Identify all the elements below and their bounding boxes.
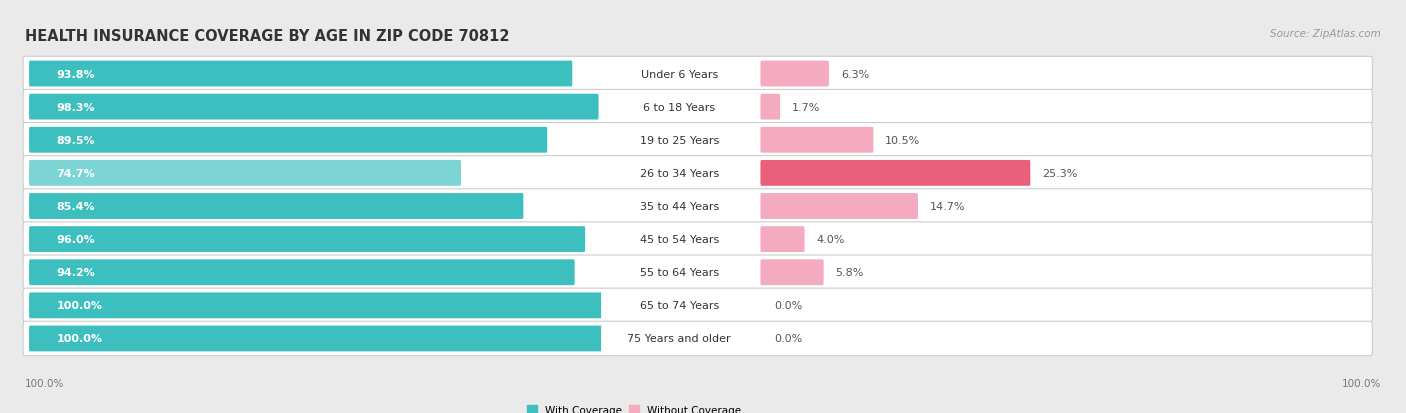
- FancyBboxPatch shape: [600, 93, 758, 121]
- FancyBboxPatch shape: [600, 126, 758, 154]
- FancyBboxPatch shape: [761, 260, 824, 285]
- FancyBboxPatch shape: [600, 192, 758, 221]
- Text: 6.3%: 6.3%: [841, 69, 869, 79]
- Legend: With Coverage, Without Coverage: With Coverage, Without Coverage: [527, 405, 741, 413]
- Text: 89.5%: 89.5%: [56, 135, 96, 145]
- Text: HEALTH INSURANCE COVERAGE BY AGE IN ZIP CODE 70812: HEALTH INSURANCE COVERAGE BY AGE IN ZIP …: [25, 29, 510, 44]
- FancyBboxPatch shape: [761, 161, 1031, 186]
- FancyBboxPatch shape: [30, 194, 523, 219]
- Text: 1.7%: 1.7%: [792, 102, 821, 112]
- FancyBboxPatch shape: [600, 60, 758, 88]
- Text: 35 to 44 Years: 35 to 44 Years: [640, 202, 718, 211]
- Text: 4.0%: 4.0%: [817, 235, 845, 244]
- FancyBboxPatch shape: [30, 326, 609, 351]
- FancyBboxPatch shape: [600, 292, 758, 320]
- FancyBboxPatch shape: [22, 156, 1372, 191]
- Text: Under 6 Years: Under 6 Years: [641, 69, 718, 79]
- Text: 75 Years and older: 75 Years and older: [627, 334, 731, 344]
- FancyBboxPatch shape: [22, 90, 1372, 125]
- Text: 94.2%: 94.2%: [56, 268, 96, 278]
- FancyBboxPatch shape: [30, 128, 547, 153]
- Text: 55 to 64 Years: 55 to 64 Years: [640, 268, 718, 278]
- FancyBboxPatch shape: [22, 321, 1372, 356]
- Text: 85.4%: 85.4%: [56, 202, 96, 211]
- FancyBboxPatch shape: [600, 159, 758, 188]
- Text: 93.8%: 93.8%: [56, 69, 96, 79]
- Text: 74.7%: 74.7%: [56, 169, 96, 178]
- Text: 100.0%: 100.0%: [56, 301, 103, 311]
- FancyBboxPatch shape: [600, 325, 758, 353]
- FancyBboxPatch shape: [30, 227, 585, 252]
- FancyBboxPatch shape: [30, 62, 572, 87]
- Text: 25.3%: 25.3%: [1042, 169, 1077, 178]
- Text: 14.7%: 14.7%: [929, 202, 966, 211]
- Text: 100.0%: 100.0%: [56, 334, 103, 344]
- FancyBboxPatch shape: [30, 95, 599, 120]
- FancyBboxPatch shape: [600, 225, 758, 254]
- FancyBboxPatch shape: [761, 227, 804, 252]
- Text: 5.8%: 5.8%: [835, 268, 863, 278]
- Text: Source: ZipAtlas.com: Source: ZipAtlas.com: [1270, 29, 1381, 39]
- Text: 98.3%: 98.3%: [56, 102, 96, 112]
- FancyBboxPatch shape: [30, 260, 575, 285]
- FancyBboxPatch shape: [22, 189, 1372, 224]
- FancyBboxPatch shape: [761, 62, 830, 87]
- Text: 10.5%: 10.5%: [886, 135, 921, 145]
- Text: 100.0%: 100.0%: [25, 378, 65, 388]
- Text: 0.0%: 0.0%: [775, 301, 803, 311]
- FancyBboxPatch shape: [761, 128, 873, 153]
- FancyBboxPatch shape: [22, 222, 1372, 257]
- FancyBboxPatch shape: [22, 123, 1372, 158]
- FancyBboxPatch shape: [22, 57, 1372, 92]
- FancyBboxPatch shape: [30, 293, 609, 318]
- FancyBboxPatch shape: [761, 95, 780, 120]
- Text: 0.0%: 0.0%: [775, 334, 803, 344]
- FancyBboxPatch shape: [761, 194, 918, 219]
- Text: 45 to 54 Years: 45 to 54 Years: [640, 235, 718, 244]
- Text: 96.0%: 96.0%: [56, 235, 96, 244]
- FancyBboxPatch shape: [600, 259, 758, 287]
- FancyBboxPatch shape: [22, 288, 1372, 323]
- Text: 100.0%: 100.0%: [1341, 378, 1381, 388]
- Text: 26 to 34 Years: 26 to 34 Years: [640, 169, 718, 178]
- FancyBboxPatch shape: [22, 255, 1372, 290]
- Text: 65 to 74 Years: 65 to 74 Years: [640, 301, 718, 311]
- Text: 6 to 18 Years: 6 to 18 Years: [643, 102, 716, 112]
- Text: 19 to 25 Years: 19 to 25 Years: [640, 135, 718, 145]
- FancyBboxPatch shape: [30, 161, 461, 186]
